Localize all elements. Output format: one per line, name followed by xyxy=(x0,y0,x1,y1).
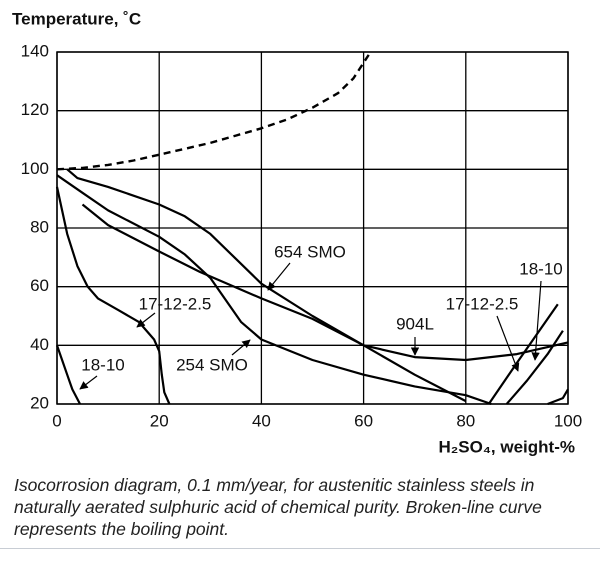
label-arrow xyxy=(79,375,98,390)
label-arrow xyxy=(231,339,251,356)
divider xyxy=(0,548,600,549)
curve-label: 904L xyxy=(396,314,434,333)
y-tick-label: 80 xyxy=(30,217,49,236)
chart: Temperature, ˚C H₂SO₄, weight-% 20 40 60 80… xyxy=(12,9,582,456)
x-tick-label: 100 xyxy=(554,411,582,430)
y-tick-label: 60 xyxy=(30,276,49,295)
x-tick-label: 40 xyxy=(252,411,271,430)
y-axis-label: Temperature, ˚C xyxy=(12,9,141,28)
curve-label: 18-10 xyxy=(519,259,562,278)
caption: Isocorrosion diagram, 0.1 mm/year, for a… xyxy=(14,475,542,539)
curve-label: 17-12-2.5 xyxy=(139,294,212,313)
curve-label: 17-12-2.5 xyxy=(446,294,519,313)
isocorrosion-curve xyxy=(55,330,564,405)
label-arrow xyxy=(496,315,520,372)
y-tick-label: 40 xyxy=(30,335,49,354)
x-tick-label: 60 xyxy=(354,411,373,430)
label-arrow xyxy=(267,262,291,291)
x-tick-label: 80 xyxy=(456,411,475,430)
isocorrosion-curve xyxy=(56,174,569,406)
x-tick-label: 20 xyxy=(150,411,169,430)
curve-label: 18-10 xyxy=(81,355,124,374)
x-tick-label: 0 xyxy=(52,411,61,430)
curve-label: 254 SMO xyxy=(176,355,248,374)
y-tick-label: 100 xyxy=(21,159,49,178)
y-tick-label: 120 xyxy=(21,100,49,119)
isocorrosion-curve xyxy=(81,203,569,362)
y-tick-label: 140 xyxy=(21,41,49,60)
curve-label: 654 SMO xyxy=(274,242,346,261)
plot-frame xyxy=(56,51,569,405)
label-arrow xyxy=(531,280,542,361)
boiling-curve xyxy=(56,54,370,171)
isocorrosion-curve xyxy=(66,168,467,403)
label-arrow xyxy=(136,312,156,328)
x-axis-label: H₂SO₄, weight-% xyxy=(438,437,575,456)
isocorrosion-curve xyxy=(55,186,559,405)
y-tick-label: 20 xyxy=(30,393,49,412)
